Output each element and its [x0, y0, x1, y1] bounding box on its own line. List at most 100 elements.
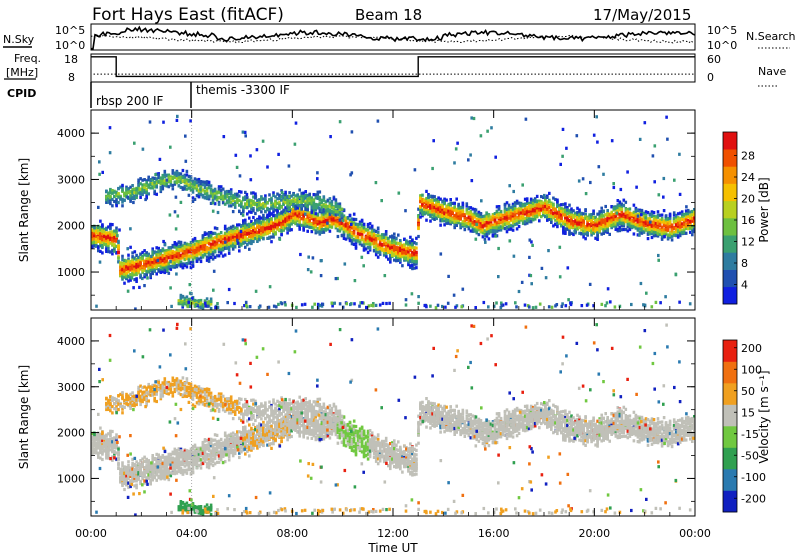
echo-cell — [638, 210, 642, 214]
echo-cell — [384, 232, 388, 236]
echo-cell — [264, 226, 267, 231]
echo-cell — [642, 227, 646, 231]
echo-cell — [372, 234, 376, 238]
echo-cell — [525, 211, 529, 215]
echo-cell — [586, 223, 589, 227]
echo-cell — [459, 223, 462, 227]
echo-cell — [354, 236, 358, 241]
echo-cell — [105, 240, 108, 244]
echo-cell — [167, 271, 171, 275]
echo-cell — [348, 233, 352, 237]
echo-cell — [548, 209, 551, 213]
echo-cell — [229, 233, 233, 238]
echo-cell — [193, 238, 197, 242]
echo-cell — [415, 259, 418, 263]
echo-cell — [546, 212, 549, 216]
echo-cell — [189, 254, 193, 258]
echo-cell — [638, 216, 642, 220]
echo-cell — [352, 242, 356, 246]
echo-cell — [602, 229, 605, 233]
echo-cell — [211, 257, 215, 261]
echo-cell — [656, 210, 660, 214]
echo-cell — [507, 207, 511, 211]
echo-cell — [572, 209, 575, 213]
echo-cell — [306, 210, 309, 214]
echo-cell — [326, 227, 330, 231]
echo-cell — [254, 221, 257, 225]
echo-cell — [127, 266, 130, 270]
echo-cell — [103, 242, 106, 246]
echo-cell — [201, 255, 205, 259]
echo-cell — [151, 247, 154, 251]
echo-cell — [433, 198, 436, 202]
echo-cell — [489, 228, 493, 233]
echo-cell — [455, 208, 458, 212]
echo-cell — [413, 249, 416, 253]
echo-cell — [654, 218, 658, 222]
echo-cell — [368, 242, 372, 246]
echo-cell — [413, 241, 416, 245]
echo-cell — [622, 215, 626, 219]
echo-cell — [632, 221, 636, 225]
echo-cell — [546, 206, 549, 210]
echo-cell — [620, 221, 624, 225]
echo-cell — [505, 216, 509, 220]
echo-cell — [558, 203, 561, 207]
echo-cell — [425, 196, 428, 201]
echo-cell — [487, 214, 491, 218]
echo-cell — [443, 219, 446, 223]
echo-cell — [203, 240, 207, 244]
echo-cell — [473, 226, 477, 230]
echo-cell — [564, 210, 567, 215]
echo-cell — [229, 237, 233, 241]
echo-cell — [465, 222, 469, 226]
echo-cell — [177, 259, 181, 263]
echo-cell — [596, 234, 599, 239]
echo-cell — [409, 260, 412, 264]
echo-cell — [231, 230, 235, 234]
echo-cell — [580, 211, 583, 215]
echo-cell — [248, 224, 251, 229]
echo-cell — [298, 223, 301, 228]
echo-cell — [326, 219, 330, 223]
echo-cell — [531, 198, 535, 202]
echo-cell — [393, 258, 396, 262]
echo-cell — [405, 251, 408, 256]
echo-cell — [360, 229, 364, 233]
echo-cell — [469, 229, 473, 233]
echo-cell — [409, 254, 412, 258]
echo-cell — [467, 219, 471, 223]
echo-cell — [562, 212, 565, 216]
echo-cell — [650, 214, 654, 218]
echo-cell — [511, 221, 515, 225]
echo-cell — [143, 253, 146, 257]
echo-cell — [274, 231, 277, 235]
echo-cell — [604, 230, 607, 234]
echo-cell — [560, 218, 563, 222]
echo-cell — [207, 257, 211, 261]
echo-cell — [431, 200, 434, 204]
echo-cell — [101, 251, 104, 255]
echo-cell — [246, 237, 249, 241]
echo-cell — [656, 234, 660, 238]
echo-cell — [531, 209, 535, 213]
echo-cell — [298, 209, 301, 213]
echo-cell — [662, 228, 666, 232]
echo-cell — [523, 212, 527, 216]
echo-cell — [580, 232, 583, 236]
echo-cell — [437, 203, 440, 207]
echo-cell — [588, 227, 591, 231]
echo-cell — [670, 234, 674, 238]
echo-cell — [465, 224, 469, 228]
echo-cell — [292, 219, 295, 223]
echo-cell — [650, 229, 654, 233]
echo-cell — [487, 230, 491, 234]
echo-cell — [431, 198, 434, 202]
echo-cell — [215, 246, 219, 250]
echo-cell — [469, 224, 473, 228]
echo-cell — [298, 227, 301, 231]
echo-cell — [233, 226, 237, 230]
echo-cell — [320, 217, 324, 221]
echo-cell — [574, 219, 577, 223]
